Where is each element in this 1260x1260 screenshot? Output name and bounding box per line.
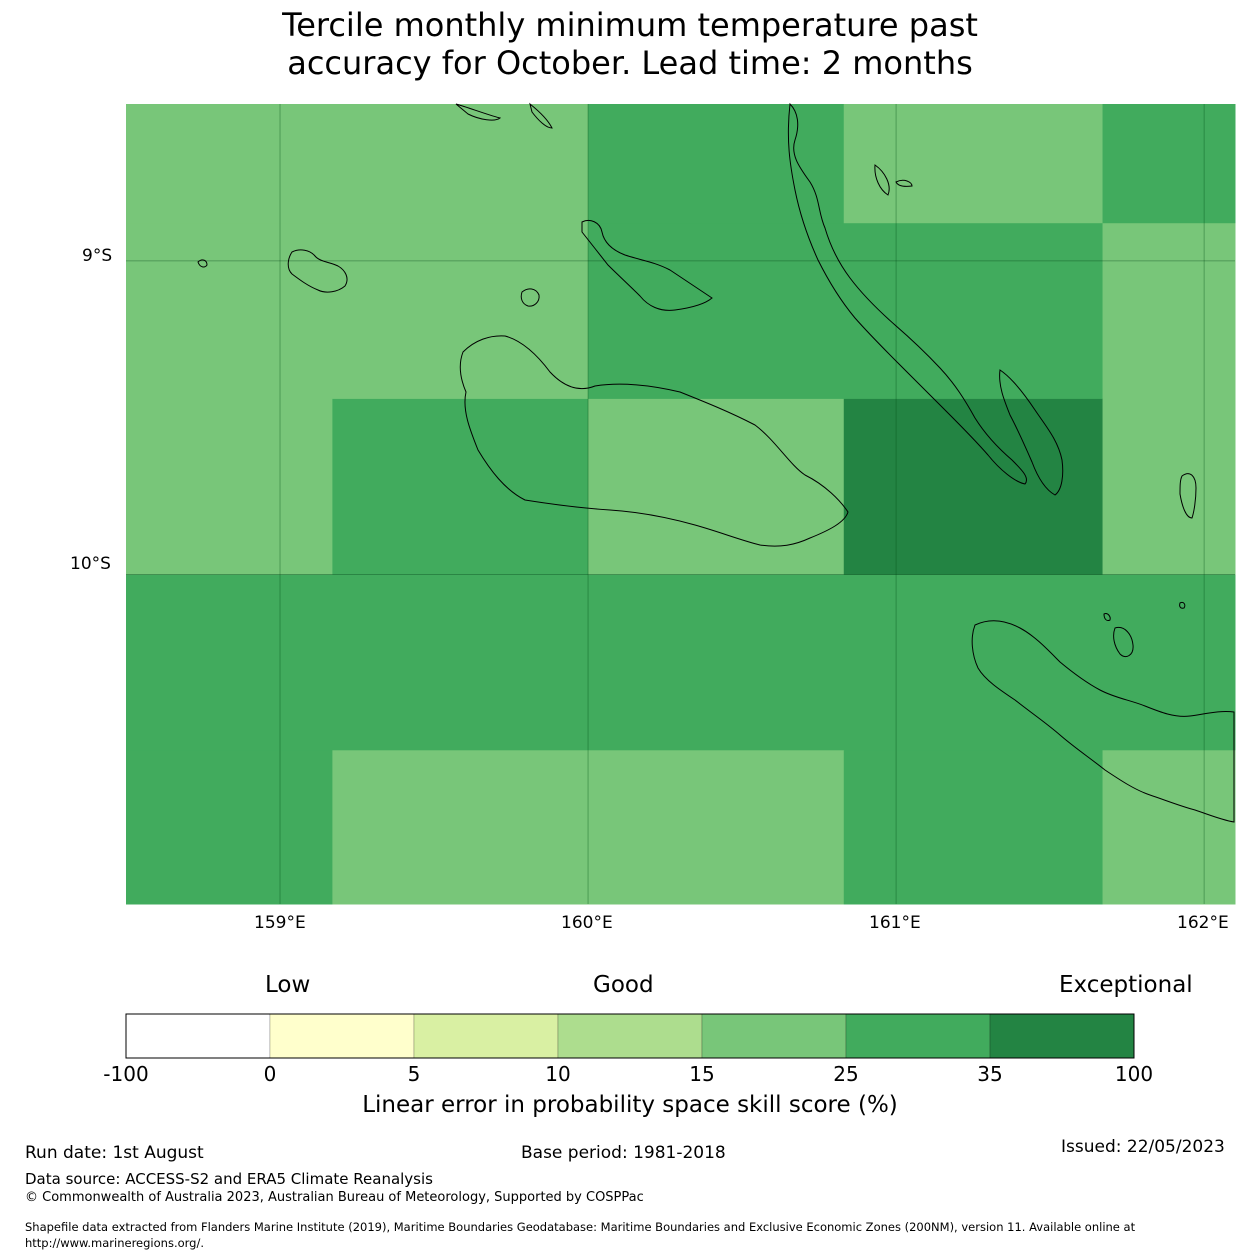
- lon-label-160e: 160°E: [561, 913, 613, 933]
- data-source: Data source: ACCESS-S2 and ERA5 Climate …: [25, 1170, 433, 1188]
- colorbar-segment: [269, 1013, 415, 1059]
- graticule: [126, 104, 1235, 904]
- grid-cell: [588, 398, 845, 576]
- coastline-florida-islands: [287, 249, 348, 293]
- run-date: Run date: 1st August: [25, 1143, 204, 1163]
- colorbar-tick-label: 35: [977, 1062, 1003, 1086]
- copyright: © Commonwealth of Australia 2023, Austra…: [25, 1190, 644, 1205]
- grid-cell: [332, 398, 589, 576]
- grid-cell: [126, 750, 333, 905]
- grid-cell: [843, 750, 1104, 905]
- coastline-north-isle-3: [874, 164, 890, 196]
- grid-cell: [1102, 750, 1236, 905]
- grid-cell: [126, 574, 1236, 751]
- colorbar-segment: [557, 1013, 703, 1059]
- colorbar-tick-label: 25: [833, 1062, 859, 1086]
- colorbar-frame: [125, 1013, 1135, 1059]
- base-period: Base period: 1981-2018: [521, 1143, 726, 1163]
- grid-cell: [126, 398, 333, 576]
- grid-cell: [1102, 223, 1236, 400]
- coastline-small-isle-5: [895, 179, 913, 187]
- colorbar: [125, 1013, 1135, 1059]
- colorbar-tick-label: 100: [1114, 1062, 1154, 1086]
- coastline-north-isle-1: [455, 103, 502, 121]
- coastline-savo: [520, 288, 540, 307]
- colorbar-segment: [845, 1013, 991, 1059]
- colorbar-segment: [989, 1013, 1135, 1059]
- coastline-malaita: [787, 102, 1027, 485]
- legend-low-label: Low: [265, 972, 311, 998]
- title-line-2: accuracy for October. Lead time: 2 month…: [287, 44, 973, 82]
- lon-label-161e: 161°E: [869, 913, 921, 933]
- colorbar-segment: [701, 1013, 847, 1059]
- title-line-1: Tercile monthly minimum temperature past: [282, 6, 978, 44]
- colorbar-segment: [413, 1013, 559, 1059]
- coastlines: [197, 102, 1235, 823]
- grid-cell: [126, 223, 589, 400]
- grid-cell: [332, 750, 845, 905]
- coastline-small-malaita: [999, 369, 1064, 496]
- shapefile-credit-line-2: http://www.marineregions.org/.: [25, 1236, 204, 1250]
- coastline-nggela: [581, 219, 713, 311]
- coastline-north-isle-2: [529, 102, 553, 129]
- colorbar-title: Linear error in probability space skill …: [362, 1092, 898, 1118]
- colorbar-segment: [125, 1013, 271, 1059]
- colorbar-tick-label: -100: [103, 1062, 149, 1086]
- lon-label-162e: 162°E: [1177, 913, 1229, 933]
- grid-cell: [588, 223, 1104, 400]
- coastline-uki-ni-masi: [1113, 626, 1134, 658]
- coastline-guadalcanal: [459, 335, 849, 547]
- grid-cell: [843, 398, 1104, 576]
- grid-cell: [588, 104, 845, 224]
- lon-label-159e: 159°E: [254, 913, 306, 933]
- grid-cell: [1102, 104, 1236, 224]
- lat-label-10s: 10°S: [70, 554, 111, 574]
- shapefile-credit-line-1: Shapefile data extracted from Flanders M…: [25, 1220, 1136, 1234]
- skill-grid: [126, 104, 1236, 905]
- colorbar-tick-label: 10: [545, 1062, 571, 1086]
- colorbar-tick-label: 0: [263, 1062, 277, 1086]
- grid-cell: [1102, 398, 1236, 576]
- lat-label-9s: 9°S: [82, 246, 113, 266]
- coastline-small-isle-4: [1179, 602, 1186, 609]
- coastline-small-isle-3: [1103, 613, 1111, 621]
- colorbar-tick-label: 15: [689, 1062, 715, 1086]
- coastline-makira: [971, 620, 1235, 823]
- issued-date: Issued: 22/05/2023: [1061, 1137, 1225, 1157]
- coastline-small-isle-2: [1179, 473, 1197, 519]
- chart-title: Tercile monthly minimum temperature past…: [0, 6, 1260, 82]
- legend-good-label: Good: [593, 972, 654, 998]
- grid-cell: [843, 104, 1104, 224]
- colorbar-tick-label: 5: [407, 1062, 421, 1086]
- legend-exceptional-label: Exceptional: [1059, 972, 1193, 998]
- coastline-small-isle-1: [197, 259, 208, 268]
- grid-cell: [126, 104, 589, 224]
